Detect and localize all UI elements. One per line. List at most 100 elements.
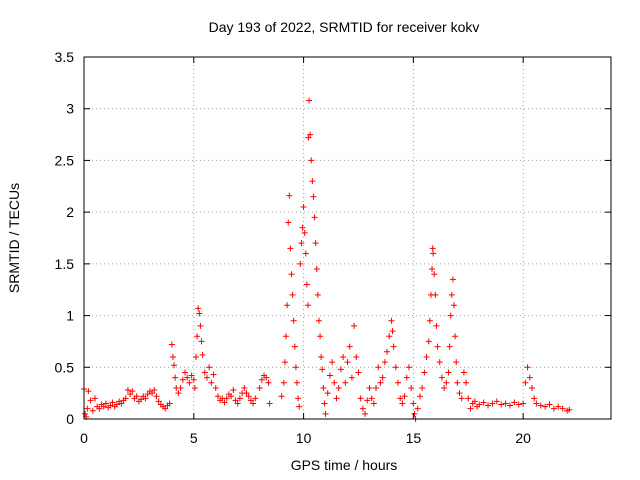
data-point [348,374,355,381]
data-point [399,400,406,407]
data-point [389,328,396,335]
data-point [308,157,315,164]
data-point [344,359,351,366]
data-point [241,384,248,391]
data-point [373,384,380,391]
data-point [438,374,445,381]
data-point [221,399,228,406]
data-point [223,395,230,402]
data-point [195,305,202,312]
data-point [133,393,140,400]
data-point [280,379,287,386]
data-point [429,245,436,252]
data-point [285,219,292,226]
data-point [289,291,296,298]
data-point [386,333,393,340]
data-point [342,379,349,386]
data-point [434,343,441,350]
y-tick-label: 2.5 [55,152,75,168]
x-tick-label: 5 [190,430,198,446]
data-point [96,405,103,412]
x-tick-label: 15 [406,430,422,446]
data-point [153,393,160,400]
data-point [298,240,305,247]
data-point [162,405,169,412]
data-point [425,338,432,345]
data-point [142,395,149,402]
data-point [447,312,454,319]
data-point [329,359,336,366]
chart-title: Day 193 of 2022, SRMTID for receiver kok… [209,19,480,35]
data-point [297,260,304,267]
data-point [403,374,410,381]
data-point [201,369,208,376]
data-point [502,400,509,407]
data-point [485,402,492,409]
data-point [179,376,186,383]
x-tick-label: 10 [296,430,312,446]
data-point [302,250,309,257]
data-point [433,322,440,329]
y-axis-label: SRMTID / TECUs [6,183,22,293]
data-point [208,379,215,386]
data-point [292,364,299,371]
data-point [314,291,321,298]
data-point [467,405,474,412]
data-point [520,400,527,407]
data-point [324,390,331,397]
data-point [89,407,96,414]
data-point [166,400,173,407]
grid [84,57,611,419]
data-point [498,401,505,408]
data-point [368,395,375,402]
data-point [445,369,452,376]
data-point [410,400,417,407]
data-point [546,401,553,408]
data-point [306,97,313,104]
data-point [555,403,562,410]
data-point [172,374,179,381]
data-point [245,393,252,400]
data-point [480,399,487,406]
data-point [307,131,314,138]
data-point [291,343,298,350]
data-point [320,384,327,391]
x-tick-label: 20 [515,430,531,446]
data-point [247,397,254,404]
data-point [351,322,358,329]
data-point [566,406,573,413]
data-point [452,333,459,340]
y-tick-label: 3 [66,101,74,117]
data-point [91,395,98,402]
data-point [362,410,369,417]
data-point [85,388,92,395]
x-axis-label: GPS time / hours [291,457,398,473]
data-point [453,359,460,366]
data-point [84,405,91,412]
data-point [184,374,191,381]
data-point [175,390,182,397]
data-point [524,364,531,371]
data-point [236,395,243,402]
data-point [355,369,362,376]
data-point [192,353,199,360]
data-point [206,364,213,371]
data-point [318,353,325,360]
data-point [359,405,366,412]
data-point [405,364,412,371]
data-point [311,214,318,221]
data-point [288,271,295,278]
data-point [230,387,237,394]
data-point [295,395,302,402]
data-point [188,372,195,379]
data-point [214,393,221,400]
data-point [199,351,206,358]
data-point [458,395,465,402]
data-point [381,359,388,366]
data-point [321,400,328,407]
data-point [303,281,310,288]
data-point [322,410,329,417]
data-point [194,333,201,340]
data-point [446,343,453,350]
